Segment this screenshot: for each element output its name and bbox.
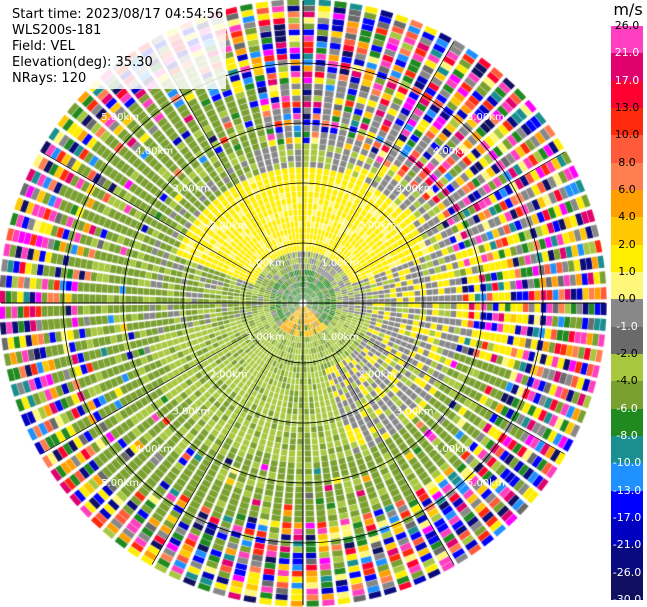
elevation-text: Elevation(deg): 35.30 xyxy=(12,55,153,70)
range-ring-label: 4.00km xyxy=(135,444,173,455)
colorbar-tick-label: -4.0 xyxy=(616,374,638,388)
range-ring-label: 2.00km xyxy=(358,221,396,232)
azimuth-spoke xyxy=(41,332,252,455)
colorbar-tick-label: 0.0 xyxy=(618,292,636,306)
range-ring-label: 4.00km xyxy=(433,444,471,455)
instrument-text: WLS200s-181 xyxy=(12,23,102,38)
colorbar-segment xyxy=(611,490,643,519)
colorbar-tick-label: 10.0 xyxy=(614,128,640,142)
colorbar-tick-label: -6.0 xyxy=(616,401,638,415)
azimuth-spoke xyxy=(332,354,455,565)
colorbar-tick-label: -17.0 xyxy=(612,511,642,524)
azimuth-spoke xyxy=(354,151,565,274)
range-ring-label: 5.00km xyxy=(467,112,505,123)
colorbar-segment xyxy=(611,53,643,82)
colorbar-tick-label: 13.0 xyxy=(614,101,640,114)
colorbar-tick-label: 2.0 xyxy=(618,237,636,251)
colorbar-tick-label: -30.0 xyxy=(612,593,642,606)
field-text: Field: VEL xyxy=(12,39,75,54)
start-time-text: Start time: 2023/08/17 04:54:56 xyxy=(12,7,224,22)
colorbar-segment xyxy=(611,381,643,410)
colorbar-segment xyxy=(611,354,643,382)
nrays-text: NRays: 120 xyxy=(12,71,87,86)
colorbar-segment xyxy=(611,162,643,191)
range-ring-label: 2.00km xyxy=(210,369,248,380)
colorbar-segment xyxy=(611,190,643,218)
colorbar-segment xyxy=(611,326,643,355)
colorbar-segment xyxy=(611,135,643,164)
colorbar-segment xyxy=(611,244,643,273)
colorbar-tick-label: 4.0 xyxy=(618,210,636,224)
colorbar-tick-label: 17.0 xyxy=(614,73,640,87)
colorbar-segment xyxy=(611,463,643,492)
colorbar-segment xyxy=(611,272,643,300)
colorbar-segment xyxy=(611,436,643,464)
range-ring-label: 4.00km xyxy=(135,146,173,157)
azimuth-spoke xyxy=(151,354,274,565)
colorbar-segment xyxy=(611,217,643,246)
colorbar-tick-label: -26.0 xyxy=(612,565,642,579)
colorbar-tick-label: 6.0 xyxy=(618,183,636,196)
colorbar-tick-label: 8.0 xyxy=(618,155,636,169)
colorbar-tick-label: -1.0 xyxy=(616,319,638,333)
colorbar-tick-label: 21.0 xyxy=(614,46,640,60)
range-ring-label: 2.00km xyxy=(358,369,396,380)
colorbar-segment xyxy=(611,545,643,574)
colorbar: m/s 26.0 21.0 17.0 13.0 10.0 8.0 6.0 4.0 2.0 1.0 0… xyxy=(607,0,647,607)
colorbar-tick-label: 26.0 xyxy=(614,19,640,32)
colorbar-segment xyxy=(611,108,643,136)
range-ring-label: 5.00km xyxy=(101,112,139,123)
range-ring-label: 1.00km xyxy=(247,332,285,343)
range-ring-label: 1.00km xyxy=(321,332,359,343)
azimuth-spoke xyxy=(354,332,565,455)
colorbar-segment xyxy=(611,518,643,546)
range-ring-label: 3.00km xyxy=(396,407,434,418)
azimuth-spoke xyxy=(41,151,252,274)
range-ring-label: 4.00km xyxy=(433,146,471,157)
colorbar-segment xyxy=(611,408,643,437)
azimuth-spoke xyxy=(332,41,455,252)
scan-info: Start time: 2023/08/17 04:54:56 WLS200s-… xyxy=(12,6,227,89)
range-ring-label: 1.00km xyxy=(247,258,285,269)
range-rings-overlay: 1.00km 1.00km 1.00km 1.00km 2.00km 2.00km 2.00… xyxy=(1,1,605,605)
range-ring-label: 3.00km xyxy=(172,407,210,418)
colorbar-tick-label: -13.0 xyxy=(612,483,642,497)
colorbar-segment xyxy=(611,299,643,328)
colorbar-tick-label: -10.0 xyxy=(612,456,642,470)
colorbar-tick-label: -2.0 xyxy=(616,347,638,360)
range-ring-label: 5.00km xyxy=(101,478,139,489)
colorbar-tick-label: -8.0 xyxy=(616,429,638,442)
colorbar-segment xyxy=(611,572,643,601)
range-ring-label: 1.00km xyxy=(321,258,359,269)
colorbar-segment xyxy=(611,26,643,54)
range-ring-label: 3.00km xyxy=(396,183,434,194)
range-ring-label: 5.00km xyxy=(467,478,505,489)
colorbar-unit: m/s xyxy=(613,0,643,19)
range-ring-label: 2.00km xyxy=(210,221,248,232)
colorbar-tick-label: 1.0 xyxy=(618,265,636,278)
colorbar-tick-label: -21.0 xyxy=(612,538,642,552)
range-ring-label: 3.00km xyxy=(172,183,210,194)
colorbar-segment xyxy=(611,80,643,109)
